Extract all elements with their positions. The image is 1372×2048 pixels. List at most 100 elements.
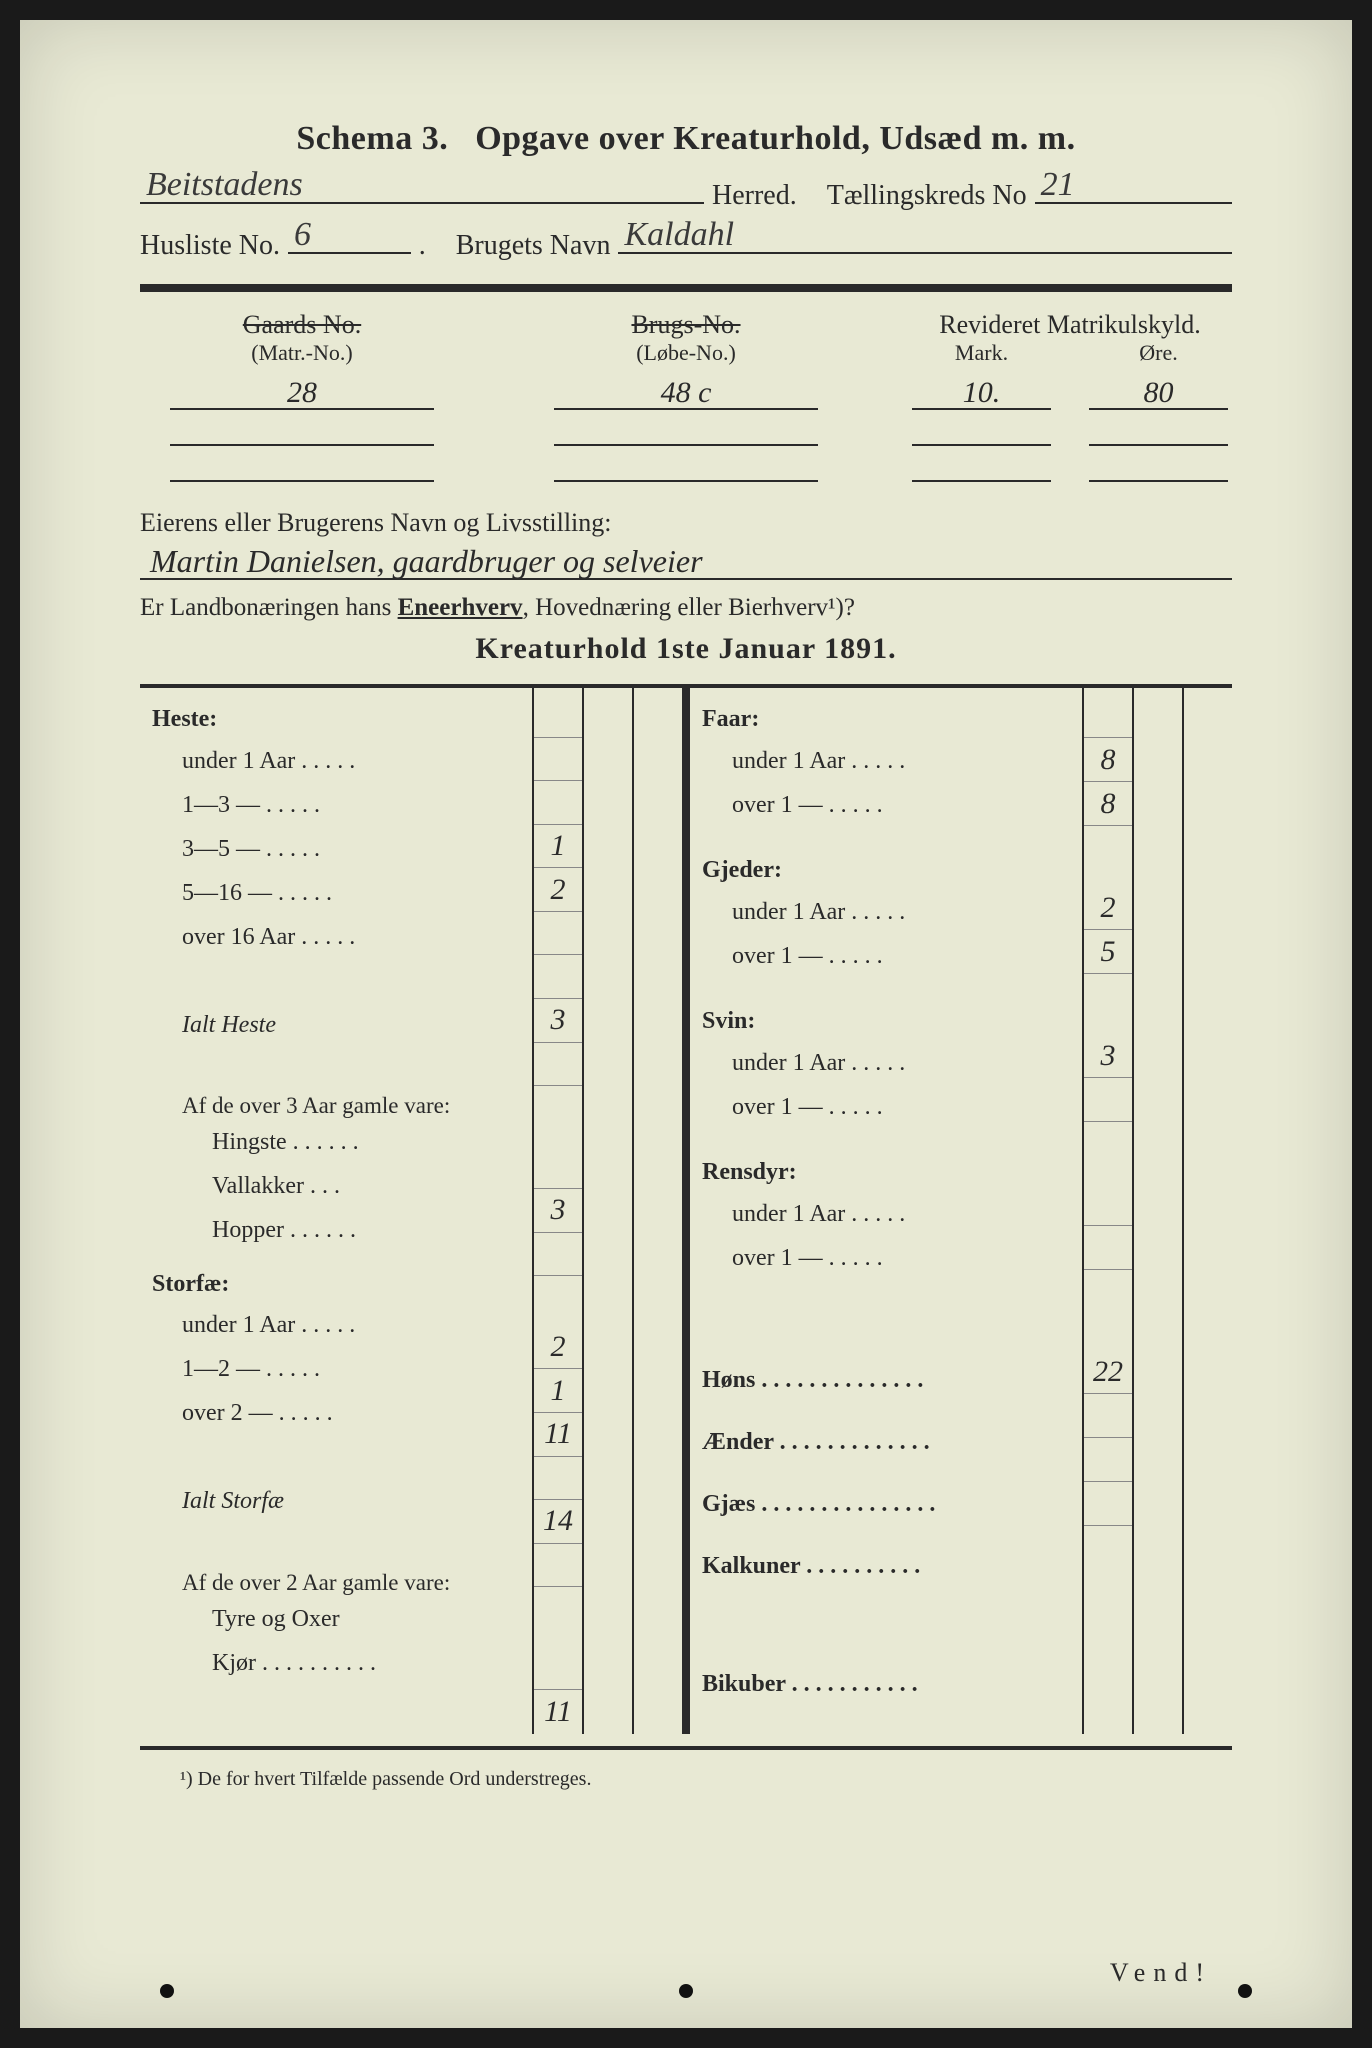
gaards-blank-2 — [170, 448, 434, 482]
aender: Ænder . . . . . . . . . . . . . — [702, 1420, 1074, 1464]
footnote: ¹) De for hvert Tilfælde passende Ord un… — [140, 1768, 1232, 1791]
rev-label: Revideret Matrikulskyld. — [908, 310, 1232, 340]
right-cellcol-1: 8 8 2 5 3 22 — [1084, 688, 1134, 1734]
gaards-strike: Gaards No. — [140, 310, 464, 340]
v-sialt: 14 — [543, 1504, 573, 1538]
ore-blank-2 — [1089, 448, 1228, 482]
title-text: Opgave over Kreaturhold, Udsæd m. m. — [475, 120, 1075, 157]
hons: Høns . . . . . . . . . . . . . . — [702, 1358, 1074, 1402]
schema-label: Schema 3. — [296, 120, 448, 157]
right-cells: 8 8 2 5 3 22 — [1082, 688, 1232, 1734]
left-column: Heste: under 1 Aar . . . . . 1—3 — . . .… — [140, 688, 682, 1734]
owner-label: Eierens eller Brugerens Navn og Livsstil… — [140, 508, 1232, 538]
v-fu1: 8 — [1101, 743, 1116, 777]
brugs-sub: (Løbe-No.) — [524, 340, 848, 366]
v-vallak: 3 — [551, 1193, 566, 1227]
owner-value-line: Martin Danielsen, gaardbruger og selveie… — [140, 542, 1232, 580]
ore-val: 80 — [1144, 376, 1174, 410]
v-su1: 2 — [551, 1330, 566, 1364]
rensdyr-u1: under 1 Aar . . . . . — [702, 1192, 1074, 1236]
kalkuner: Kalkuner . . . . . . . . . . — [702, 1544, 1074, 1588]
mid-title: Kreaturhold 1ste Januar 1891. — [140, 632, 1232, 666]
v-hialt: 3 — [551, 1003, 566, 1037]
q-pre: Er Landbonæringen hans — [140, 594, 398, 621]
matrikk-header: Gaards No. (Matr.-No.) Brugs-No. (Løbe-N… — [140, 310, 1232, 366]
ore-blank-1 — [1089, 412, 1228, 446]
heste-header: Heste: — [152, 706, 524, 733]
rev-col: Revideret Matrikulskyld. Mark. Øre. — [908, 310, 1232, 366]
svin-o1: over 1 — . . . . . — [702, 1085, 1074, 1129]
brugets-label: Brugets Navn — [456, 230, 611, 262]
tyre: Tyre og Oxer — [152, 1598, 524, 1642]
heste-35: 3—5 — . . . . . — [152, 827, 524, 871]
gaards-sub: (Matr.-No.) — [140, 340, 464, 366]
question-line: Er Landbonæringen hans Eneerhverv, Hoved… — [140, 594, 1232, 622]
v-fo1: 8 — [1101, 787, 1116, 821]
form-title: Schema 3. Opgave over Kreaturhold, Udsæd… — [140, 120, 1232, 158]
storfae-o2: over 2 — . . . . . — [152, 1392, 524, 1436]
gjaes: Gjæs . . . . . . . . . . . . . . . — [702, 1482, 1074, 1526]
faar-o1: over 1 — . . . . . — [702, 783, 1074, 827]
storfae-12: 1—2 — . . . . . — [152, 1348, 524, 1392]
heste-over3: Af de over 3 Aar gamle vare: — [152, 1091, 524, 1121]
mark-val-line: 10. — [912, 376, 1051, 410]
brugs-col: Brugs-No. (Løbe-No.) — [524, 310, 848, 366]
rensdyr-o1: over 1 — . . . . . — [702, 1236, 1074, 1280]
brugets-value-field: Kaldahl — [618, 226, 1232, 254]
herred-value-field: Beitstadens — [140, 176, 704, 204]
gjeder-o1: over 1 — . . . . . — [702, 934, 1074, 978]
owner-value: Martin Danielsen, gaardbruger og selveie… — [150, 543, 703, 580]
column-divider — [682, 688, 690, 1734]
hole-center — [679, 1984, 693, 1998]
kreds-value-field: 21 — [1035, 176, 1232, 204]
v-svu1: 3 — [1101, 1039, 1116, 1073]
left-labels: Heste: under 1 Aar . . . . . 1—3 — . . .… — [140, 688, 532, 1734]
husliste-row: Husliste No. 6 . Brugets Navn Kaldahl — [140, 226, 1232, 262]
mark-blank-2 — [912, 448, 1051, 482]
right-column: Faar: under 1 Aar . . . . . over 1 — . .… — [690, 688, 1232, 1734]
herred-label: Herred. — [712, 180, 797, 212]
mark-ore-labels: Mark. Øre. — [908, 340, 1232, 366]
ore-val-line: 80 — [1089, 376, 1228, 410]
mark-val: 10. — [963, 376, 1001, 410]
husliste-value: 6 — [294, 216, 311, 254]
gaards-col: Gaards No. (Matr.-No.) — [140, 310, 464, 366]
storfae-over2: Af de over 2 Aar gamle vare: — [152, 1568, 524, 1598]
left-cells: 1 2 3 3 2 1 11 14 — [532, 688, 682, 1734]
herred-value: Beitstadens — [146, 166, 303, 204]
brugs-val-line: 48 c — [554, 376, 818, 410]
kreds-label: Tællingskreds No — [827, 180, 1027, 212]
husliste-value-field: 6 — [288, 226, 411, 254]
v-so2: 11 — [544, 1417, 572, 1451]
q-underline: Eneerhverv — [398, 594, 523, 621]
herred-row: Beitstadens Herred. Tællingskreds No 21 — [140, 176, 1232, 212]
faar-header: Faar: — [702, 706, 1074, 733]
mark-blank-1 — [912, 412, 1051, 446]
storfae-header: Storfæ: — [152, 1271, 524, 1298]
storfae-u1: under 1 Aar . . . . . — [152, 1304, 524, 1348]
right-cellcol-3 — [1184, 688, 1232, 1734]
brugs-strike: Brugs-No. — [524, 310, 848, 340]
matrikk-values: 28 48 c 10. — [140, 374, 1232, 484]
kreds-value: 21 — [1041, 166, 1075, 204]
gaards-val-line: 28 — [170, 376, 434, 410]
mark-label: Mark. — [908, 340, 1055, 366]
right-labels: Faar: under 1 Aar . . . . . over 1 — . .… — [690, 688, 1082, 1734]
storfae-ialt: Ialt Storfæ — [152, 1480, 524, 1524]
brugs-blank-2 — [554, 448, 818, 482]
vend-label: Vend! — [1110, 1958, 1212, 1988]
livestock-table: Heste: under 1 Aar . . . . . 1—3 — . . .… — [140, 684, 1232, 1734]
gjeder-header: Gjeder: — [702, 857, 1074, 884]
husliste-label: Husliste No. — [140, 230, 280, 262]
heste-u1: under 1 Aar . . . . . — [152, 739, 524, 783]
v-h516: 2 — [551, 873, 566, 907]
q-post: , Hovednæring eller Bierhverv¹)? — [523, 594, 855, 621]
heste-ialt: Ialt Heste — [152, 1003, 524, 1047]
brugs-val: 48 c — [661, 376, 712, 410]
v-s12: 1 — [551, 1374, 566, 1408]
v-hons: 22 — [1093, 1355, 1123, 1389]
gjeder-u1: under 1 Aar . . . . . — [702, 890, 1074, 934]
v-kjor: 11 — [544, 1695, 572, 1729]
v-go1: 5 — [1101, 935, 1116, 969]
hole-left — [160, 1984, 174, 1998]
